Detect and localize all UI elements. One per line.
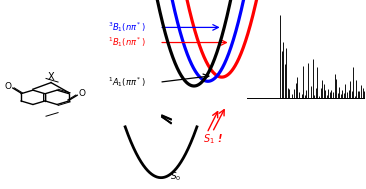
Text: $^1A_1(\pi\pi^*)$: $^1A_1(\pi\pi^*)$ (108, 75, 146, 89)
Text: $S_0$: $S_0$ (170, 170, 182, 183)
Text: $^3B_1(n\pi^*)$: $^3B_1(n\pi^*)$ (108, 20, 146, 34)
Text: X: X (48, 72, 55, 82)
Text: $S_1$ !: $S_1$ ! (203, 132, 223, 146)
Text: O: O (5, 82, 12, 91)
Text: O: O (78, 89, 85, 98)
Text: $^1B_1(n\pi^*)$: $^1B_1(n\pi^*)$ (108, 36, 146, 50)
Bar (157, 112, 176, 125)
